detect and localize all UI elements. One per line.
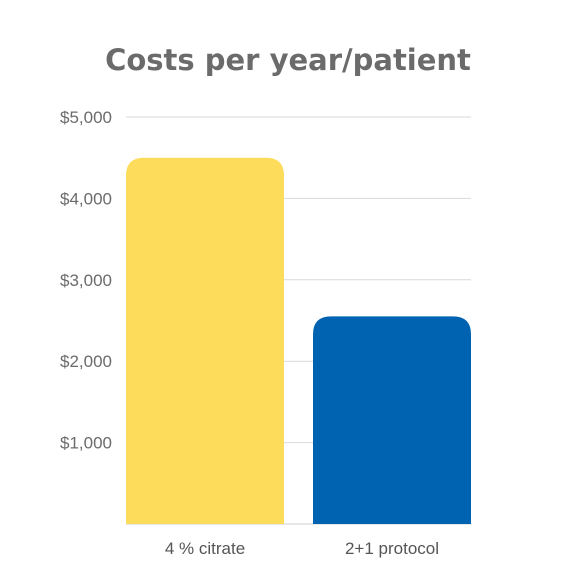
chart-title: Costs per year/patient (105, 43, 471, 77)
bar (313, 316, 471, 524)
bars (126, 157, 471, 524)
y-tick-label: $3,000 (60, 271, 112, 290)
y-tick-label: $5,000 (60, 108, 112, 127)
y-tick-label: $1,000 (60, 434, 112, 453)
x-axis-labels: 4 % citrate 2+1 protocol (165, 539, 439, 558)
x-tick-label: 4 % citrate (165, 539, 245, 558)
y-axis-ticks: $1,000 $2,000 $3,000 $4,000 $5,000 (60, 108, 112, 453)
y-tick-label: $2,000 (60, 352, 112, 371)
bar (126, 157, 284, 524)
x-tick-label: 2+1 protocol (345, 539, 439, 558)
y-tick-label: $4,000 (60, 189, 112, 208)
